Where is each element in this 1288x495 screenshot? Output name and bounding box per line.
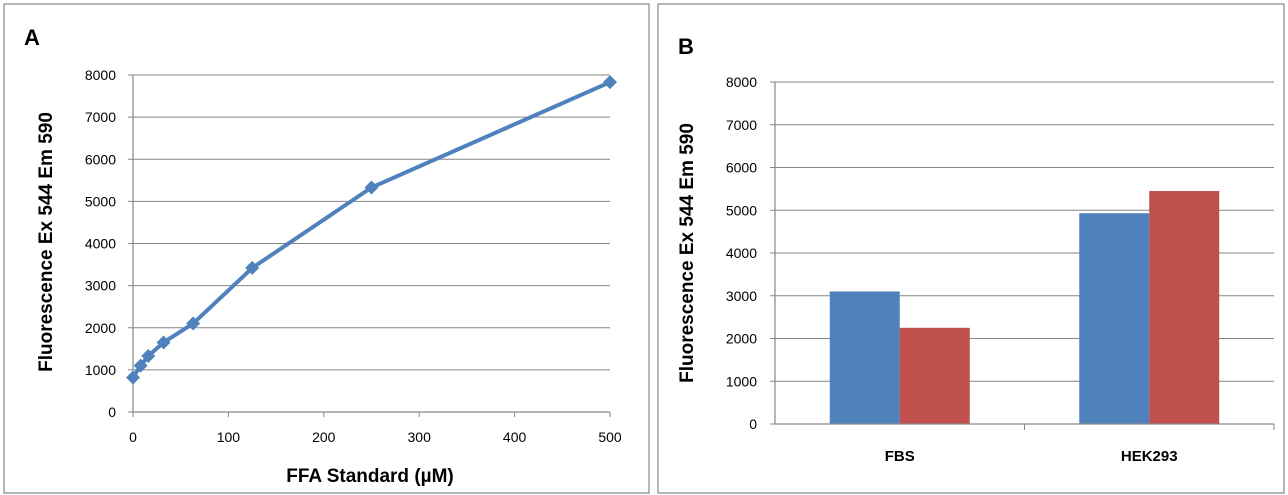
panel-a-y-tick-label: 0: [108, 404, 116, 420]
panel-a-data-point: [133, 358, 148, 373]
panel-a-axes: [128, 74, 611, 417]
panel-b-category-label: FBS: [885, 448, 915, 465]
panel-a-x-tick-label: 200: [312, 429, 336, 445]
panel-b-y-tick-labels: 0 1000 2000 3000 4000 5000 6000 7000 8000: [726, 74, 757, 432]
panel-b-bar: [1079, 213, 1150, 424]
panel-a-x-tick-label: 500: [598, 429, 622, 445]
panel-a-y-tick-label: 3000: [85, 278, 116, 294]
panel-b-y-tick-label: 1000: [726, 373, 757, 389]
panel-b-y-tick-label: 0: [749, 416, 757, 432]
panel-a-y-tick-label: 2000: [85, 320, 116, 336]
panel-a-x-tick-label: 400: [503, 429, 527, 445]
panel-b-y-tick-label: 4000: [726, 245, 757, 261]
panel-a-y-axis-title: Fluorescence Ex 544 Em 590: [36, 112, 57, 372]
panel-a-y-tick-label: 4000: [85, 236, 116, 252]
panel-b-bar: [899, 327, 970, 424]
panel-a-data-point: [126, 370, 140, 385]
panel-b-category-label: HEK293: [1121, 448, 1178, 465]
panel-a-data-point: [245, 260, 260, 275]
panel-a-y-tick-labels: 0 1000 2000 3000 4000 5000 6000 7000 8000: [85, 67, 116, 420]
panel-a: A 0 1000 2000 3000 4000 5000 6000 7000 8000 0 100…: [3, 3, 650, 494]
panel-b-bar: [1149, 191, 1220, 424]
panel-b-bars: [829, 191, 1220, 424]
panel-a-y-tick-label: 5000: [85, 193, 116, 209]
panel-b-category-labels: FBS HEK293: [885, 448, 1178, 465]
panel-b-y-tick-label: 3000: [726, 288, 757, 304]
panel-a-data-point: [141, 348, 156, 363]
panel-a-x-tick-label: 100: [217, 429, 241, 445]
panel-b-bar: [829, 291, 900, 424]
panel-a-x-tick-label: 0: [129, 429, 137, 445]
panel-b-axes: [770, 81, 1275, 430]
panel-a-data-point: [156, 335, 171, 350]
panel-b: B 0 1000 2000 3000 4000 5000 6000 7000 8000 FBS H…: [657, 3, 1285, 494]
panel-a-data-point: [364, 180, 379, 195]
panel-a-data-point: [186, 316, 201, 331]
panel-b-y-axis-title: Fluorescence Ex 544 Em 590: [677, 123, 698, 383]
panel-a-data-point: [603, 75, 617, 90]
panel-a-x-tick-labels: 0 100 200 300 400 500: [129, 429, 622, 445]
panel-b-y-tick-label: 2000: [726, 331, 757, 347]
panel-b-y-tick-label: 8000: [726, 74, 757, 90]
panel-a-y-tick-label: 7000: [85, 109, 116, 125]
panel-a-x-tick-label: 300: [408, 429, 432, 445]
panel-a-y-tick-label: 8000: [85, 67, 116, 83]
panel-a-series: [126, 75, 617, 385]
panel-b-y-tick-label: 5000: [726, 202, 757, 218]
panel-b-y-tick-label: 6000: [726, 160, 757, 176]
panel-a-y-tick-label: 1000: [85, 362, 116, 378]
panel-a-x-axis-title: FFA Standard (µM): [286, 466, 454, 487]
panel-b-y-tick-label: 7000: [726, 117, 757, 133]
panel-a-label: A: [24, 25, 40, 50]
panel-a-y-tick-label: 6000: [85, 151, 116, 167]
panel-b-label: B: [678, 34, 694, 59]
